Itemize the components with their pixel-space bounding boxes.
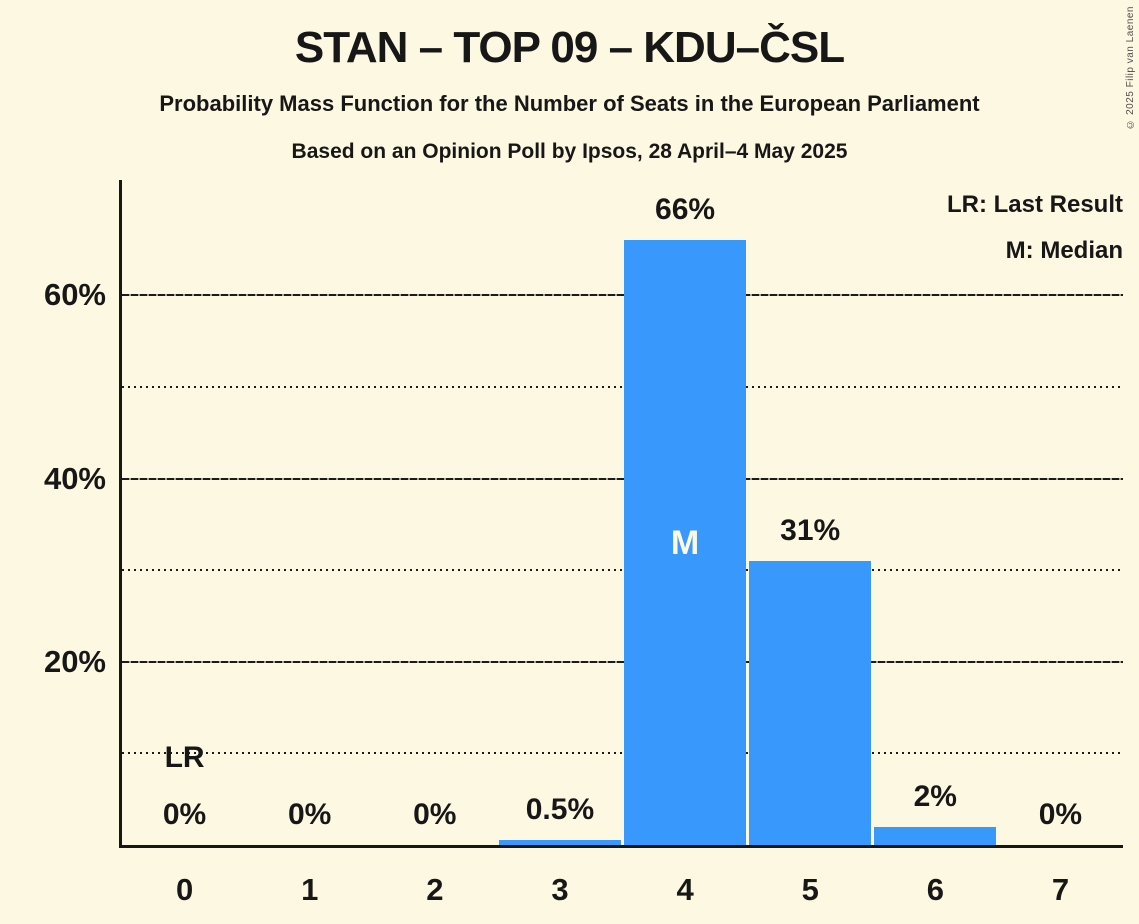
bar-value-label-seat-0: 0% xyxy=(162,798,207,831)
y-tick-label-60pct: 60% xyxy=(43,277,106,313)
bar-value-label-seat-2: 0% xyxy=(413,798,457,831)
x-tick-label-seat-2: 2 xyxy=(426,872,444,907)
legend-median: M: Median xyxy=(1005,237,1123,264)
x-tick-label-seat-0: 0 xyxy=(175,872,194,907)
y-tick-label-20pct: 20% xyxy=(43,643,106,679)
x-tick-label-seat-6: 6 xyxy=(926,872,944,907)
gridline-solid-60pct xyxy=(122,294,1123,297)
bar-value-label-seat-7: 0% xyxy=(1038,798,1083,831)
chart-subtitle: Probability Mass Function for the Number… xyxy=(159,91,980,116)
y-tick-label-40pct: 40% xyxy=(43,460,106,496)
bar-seat-6 xyxy=(874,826,997,845)
bar-value-label-seat-4: 66% xyxy=(655,193,716,227)
gridline-solid-40pct xyxy=(122,477,1123,480)
bar-value-label-seat-3: 0.5% xyxy=(525,793,595,827)
annotation-lr-seat-0: LR xyxy=(164,740,205,774)
chart-title: STAN – TOP 09 – KDU–ČSL xyxy=(294,23,845,72)
gridline-dotted-30pct xyxy=(122,569,1123,572)
poll-source-line: Based on an Opinion Poll by Ipsos, 28 Ap… xyxy=(291,140,848,163)
plot-area: 20% 40% 60% 0% 0 0% 1 0% 2 0.5% 3 66% 4 31% 5 2% 6 0% 7 LR M xyxy=(44,180,1123,907)
gridline-dotted-10pct xyxy=(122,752,1123,755)
chart-legend: LR: Last Result M: Median xyxy=(947,182,1123,274)
gridline-dotted-50pct xyxy=(122,386,1123,389)
bar-seat-3 xyxy=(498,840,621,845)
copyright-notice: © 2025 Filip van Laenen xyxy=(1125,6,1136,130)
x-tick-label-seat-7: 7 xyxy=(1051,872,1070,907)
annotation-m-seat-4: M xyxy=(670,523,700,562)
x-tick-label-seat-5: 5 xyxy=(801,872,819,907)
bar-value-label-seat-1: 0% xyxy=(288,798,332,831)
bar-value-label-seat-5: 31% xyxy=(780,514,841,548)
legend-last-result: LR: Last Result xyxy=(946,191,1123,218)
x-tick-label-seat-4: 4 xyxy=(676,872,694,907)
bar-value-label-seat-6: 2% xyxy=(913,779,957,813)
bar-seat-5 xyxy=(749,561,872,845)
x-tick-label-seat-1: 1 xyxy=(301,872,319,907)
x-tick-label-seat-3: 3 xyxy=(551,872,569,907)
gridline-solid-20pct xyxy=(122,660,1123,663)
bar-seat-4 xyxy=(624,240,747,845)
